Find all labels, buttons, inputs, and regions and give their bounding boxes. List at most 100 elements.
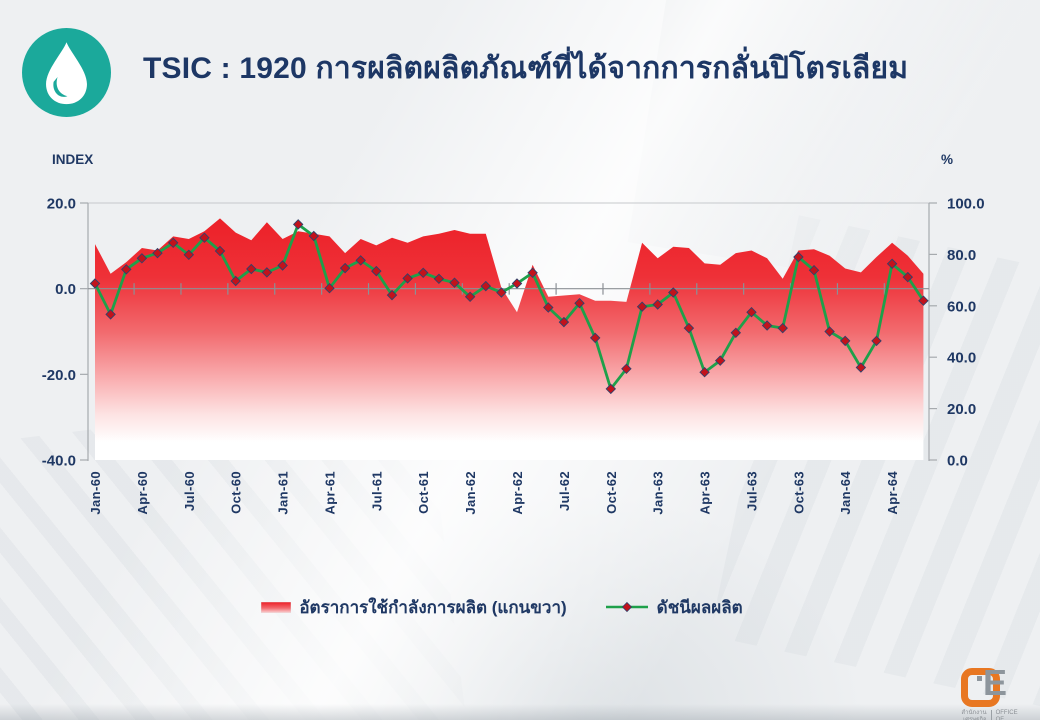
- data-point-marker: [308, 230, 320, 242]
- data-point-marker: [121, 264, 132, 275]
- data-point-marker: [402, 273, 413, 284]
- data-point-marker: [589, 332, 601, 344]
- data-point-marker: [277, 260, 288, 271]
- production-index-line: [93, 222, 925, 391]
- x-axis-label: Jan-61: [276, 471, 291, 515]
- data-point-marker: [621, 363, 632, 375]
- droplet-highlight: [53, 76, 68, 97]
- x-axis-label: Oct-60: [229, 471, 244, 514]
- data-point-marker: [89, 278, 101, 289]
- data-point-marker: [605, 383, 617, 395]
- logo-thai-line1: สำนักงาน: [961, 710, 987, 716]
- data-point-marker: [449, 277, 460, 288]
- utilization-area-series: [95, 218, 924, 460]
- data-point-marker: [871, 335, 882, 347]
- data-point-marker: [808, 264, 820, 276]
- data-point-marker: [480, 280, 492, 292]
- data-point-marker: [246, 263, 257, 275]
- left-axis-tick-label: -20.0: [42, 367, 76, 384]
- x-axis-label: Oct-61: [416, 471, 431, 514]
- oie-logo: E สำนักงาน เศรษฐกิจอุตสาหกรรม OFFICE OF …: [959, 664, 1037, 720]
- data-point-marker: [855, 362, 867, 373]
- x-axis-label: Jan-63: [651, 471, 666, 515]
- legend-item-utilization: อัตราการใช้กำลังการผลิต (แกนขวา): [261, 594, 567, 621]
- data-point-marker: [230, 275, 241, 287]
- water-drop-icon: [22, 28, 111, 117]
- logo-caption: สำนักงาน เศรษฐกิจอุตสาหกรรม OFFICE OF IN…: [959, 710, 1037, 720]
- data-point-marker: [527, 267, 538, 279]
- x-axis-label: Jul-60: [182, 471, 197, 511]
- data-point-marker: [714, 355, 726, 366]
- line-legend-swatch: [605, 601, 648, 613]
- data-point-marker: [777, 322, 788, 334]
- data-point-marker: [167, 237, 179, 249]
- data-point-marker: [902, 271, 914, 283]
- right-axis-tick-label: 80.0: [947, 247, 976, 264]
- data-point-marker: [761, 320, 773, 331]
- data-point-marker: [636, 301, 648, 312]
- data-point-marker: [668, 287, 679, 298]
- x-axis-label: Jul-61: [369, 471, 384, 511]
- legend: อัตราการใช้กำลังการผลิต (แกนขวา) ดัชนีผล…: [0, 594, 1022, 620]
- logo-ring-icon: [961, 668, 1000, 707]
- right-axis-tick-label: 20.0: [947, 401, 976, 418]
- left-axis-title: INDEX: [52, 152, 93, 167]
- x-axis-label: Oct-63: [791, 471, 806, 514]
- data-point-marker: [652, 299, 663, 310]
- data-point-marker: [886, 258, 898, 270]
- data-point-marker: [918, 295, 929, 306]
- data-point-marker: [292, 219, 304, 230]
- left-axis-tick-label: -40.0: [42, 453, 76, 470]
- legend-label-index: ดัชนีผลผลิต: [656, 597, 743, 617]
- data-point-marker: [183, 249, 195, 261]
- x-axis-label: Apr-60: [135, 471, 150, 515]
- data-point-marker: [199, 232, 210, 243]
- data-point-marker: [558, 316, 570, 328]
- x-axis-label: Apr-63: [698, 471, 713, 515]
- x-axis-label: Apr-64: [885, 471, 900, 515]
- logo-en-line1: OFFICE: [995, 710, 1018, 716]
- page-title: TSIC : 1920 การผลิตผลิตภัณฑ์ที่ได้จากการ…: [143, 52, 909, 85]
- data-point-marker: [371, 265, 382, 277]
- data-point-marker: [464, 291, 476, 303]
- x-axis-label: Apr-61: [322, 471, 337, 515]
- data-point-marker: [417, 267, 429, 279]
- data-point-marker: [839, 335, 851, 347]
- logo-dot-icon: [977, 676, 982, 681]
- logo-caption-thai: สำนักงาน เศรษฐกิจอุตสาหกรรม: [959, 710, 987, 720]
- x-axis-label: Oct-62: [604, 471, 619, 514]
- logo-caption-divider: [990, 710, 992, 720]
- right-axis-tick-label: 0.0: [947, 453, 968, 470]
- data-point-marker: [824, 326, 835, 337]
- data-point-marker: [355, 255, 366, 266]
- data-point-marker: [386, 289, 398, 301]
- logo-thai-line2: เศรษฐกิจอุตสาหกรรม: [959, 717, 992, 720]
- data-point-marker: [136, 253, 148, 264]
- left-axis-tick-label: 0.0: [55, 281, 76, 298]
- x-axis-label: Jul-63: [744, 471, 759, 511]
- data-point-marker: [793, 251, 804, 263]
- data-point-marker: [496, 287, 507, 298]
- x-axis-label: Jan-62: [463, 471, 478, 515]
- right-axis-tick-label: 60.0: [947, 298, 976, 315]
- data-point-marker: [699, 366, 710, 378]
- logo-e-icon: E: [983, 662, 1007, 703]
- oie-logo-mark: E: [959, 664, 1029, 708]
- logo-caption-english: OFFICE OF INDUSTRIAL ECONOMICS: [996, 710, 1037, 720]
- data-point-marker: [214, 245, 226, 257]
- legend-item-index: ดัชนีผลผลิต: [605, 594, 743, 621]
- data-point-marker: [730, 327, 742, 339]
- right-axis-tick-label: 40.0: [947, 350, 976, 367]
- data-point-marker: [152, 247, 163, 259]
- data-point-marker: [261, 267, 273, 278]
- logo-en-line2: OF INDUSTRIAL ECONOMICS: [996, 717, 1033, 720]
- x-axis-label: Jul-62: [557, 471, 572, 511]
- data-point-marker: [511, 278, 523, 289]
- data-point-marker: [746, 306, 757, 318]
- left-axis-tick-label: 20.0: [47, 196, 76, 213]
- diamond-marker-icon: [621, 601, 632, 613]
- data-point-marker: [543, 302, 554, 313]
- data-point-marker: [339, 262, 351, 274]
